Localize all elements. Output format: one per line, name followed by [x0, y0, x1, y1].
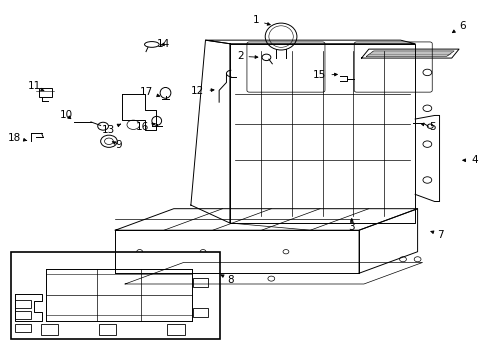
Bar	[193, 308, 207, 317]
Text: 14: 14	[157, 40, 170, 49]
Text: 16: 16	[136, 122, 155, 132]
Bar	[167, 324, 184, 335]
Text: 7: 7	[430, 230, 443, 239]
Bar	[11, 252, 220, 338]
Text: 1: 1	[252, 15, 270, 26]
Text: 8: 8	[221, 275, 234, 285]
Text: 11: 11	[27, 81, 44, 91]
Text: 12: 12	[191, 86, 214, 96]
Bar	[41, 324, 58, 335]
Text: 5: 5	[420, 122, 434, 132]
Text: 9: 9	[112, 140, 122, 150]
Text: 3: 3	[348, 219, 354, 232]
Bar	[15, 300, 31, 308]
Text: 18: 18	[8, 133, 27, 143]
Bar	[15, 311, 31, 319]
Text: 6: 6	[451, 21, 465, 33]
Text: 13: 13	[102, 124, 121, 135]
Text: 15: 15	[312, 70, 337, 80]
Bar	[99, 324, 116, 335]
Text: 2: 2	[236, 51, 257, 61]
Text: 4: 4	[462, 155, 477, 165]
Text: 17: 17	[139, 87, 160, 97]
Text: 10: 10	[60, 111, 73, 121]
Bar	[15, 324, 31, 332]
Bar	[193, 278, 207, 287]
Bar	[39, 88, 52, 97]
